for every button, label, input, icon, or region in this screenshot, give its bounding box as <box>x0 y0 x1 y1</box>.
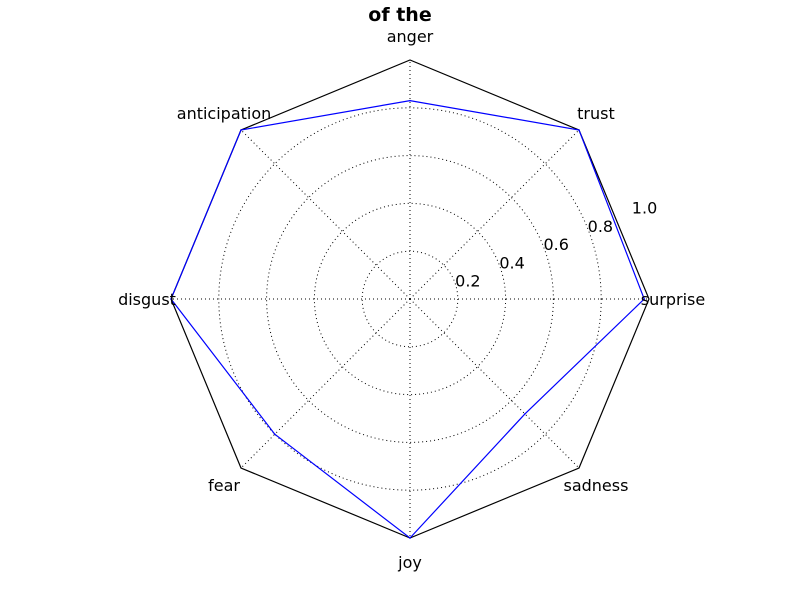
grid-ring-0 <box>361 250 459 348</box>
category-label-fear: fear <box>208 476 240 495</box>
data-point-joy <box>409 537 411 539</box>
spoke-anticipation <box>240 129 411 300</box>
data-point-disgust <box>170 298 172 300</box>
r-tick-label: 0.2 <box>455 272 480 291</box>
radial-tick-labels: 0.2 0.4 0.6 0.8 1.0 <box>455 199 657 291</box>
spoke-trust <box>409 129 580 300</box>
category-label-disgust: disgust <box>118 290 176 309</box>
r-tick-label: 1.0 <box>632 199 657 218</box>
data-point-trust <box>578 129 580 131</box>
grid-ring-2 <box>266 155 554 443</box>
grid-ring-1 <box>313 202 507 396</box>
r-tick-label: 0.6 <box>543 235 568 254</box>
spoke-fear <box>240 298 411 469</box>
grid-ring-3 <box>218 107 602 491</box>
category-label-joy: joy <box>397 553 422 572</box>
category-label-anticipation: anticipation <box>177 104 272 123</box>
category-label-trust: trust <box>577 104 615 123</box>
r-tick-label: 0.4 <box>499 253 524 272</box>
data-point-fear <box>274 433 276 436</box>
category-label-sadness: sadness <box>563 476 628 495</box>
data-point-sadness <box>524 413 526 415</box>
category-label-anger: anger <box>387 27 434 46</box>
grid <box>171 60 649 538</box>
series-line-0 <box>170 100 645 539</box>
r-tick-label: 0.8 <box>588 217 613 236</box>
series-layer <box>170 99 646 539</box>
chart-title: of the <box>368 4 431 26</box>
data-point-anger <box>409 99 411 102</box>
center-point <box>409 298 411 300</box>
spoke-sadness <box>409 298 580 469</box>
category-label-surprise: surprise <box>641 290 705 309</box>
data-point-surprise <box>643 298 646 300</box>
data-point-anticipation <box>240 129 242 131</box>
category-labels: surprise trust anger anticipation disgust fea… <box>118 27 705 572</box>
